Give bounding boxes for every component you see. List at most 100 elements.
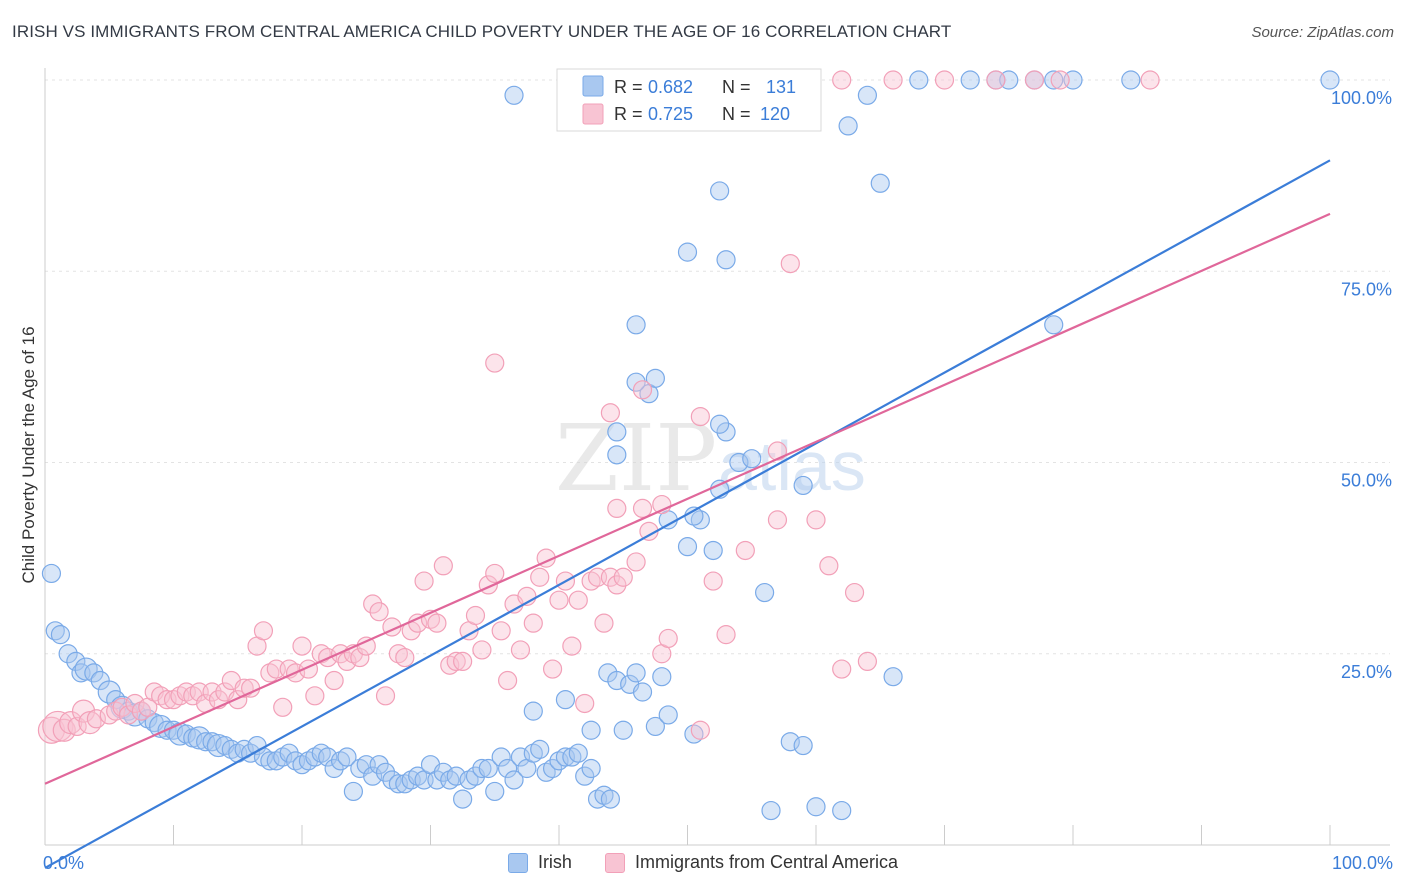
legend-n-value-2: 120 <box>760 104 790 124</box>
chart-source: Source: ZipAtlas.com <box>1251 24 1394 41</box>
legend-swatch-irish-bottom <box>507 852 528 873</box>
central-america-point <box>883 70 903 90</box>
central-america-point <box>542 659 563 679</box>
irish-point <box>388 774 408 794</box>
irish-point <box>433 762 453 782</box>
irish-point <box>613 720 633 740</box>
y-axis-label: Child Poverty Under the Age of 16 <box>19 326 38 583</box>
central-america-point <box>273 697 293 717</box>
watermark-atlas: atlas <box>718 427 866 505</box>
irish-point <box>742 449 762 469</box>
central-america-point <box>735 540 755 561</box>
irish-point <box>523 701 543 721</box>
central-america-point <box>613 567 633 587</box>
central-america-point <box>414 571 434 591</box>
irish-point <box>883 667 903 687</box>
central-america-point <box>37 716 66 744</box>
central-america-point <box>767 510 788 530</box>
irish-point <box>1044 315 1064 335</box>
irish-point <box>645 368 665 388</box>
legend-r-value-2: 0.725 <box>648 104 693 124</box>
central-america-point <box>607 575 627 595</box>
irish-point <box>677 242 698 262</box>
irish-point <box>363 766 383 786</box>
y-tick-label: 100.0% <box>1331 88 1392 108</box>
central-america-point <box>1050 70 1070 90</box>
irish-point <box>504 770 524 790</box>
central-america-point <box>690 720 710 740</box>
irish-point <box>324 758 344 779</box>
central-america-point <box>857 651 878 672</box>
legend-n-label-2: N = <box>722 104 751 124</box>
central-america-point <box>844 582 865 603</box>
central-america-point <box>465 605 486 626</box>
irish-point <box>581 758 601 779</box>
points-layer <box>37 70 1340 821</box>
central-america-point <box>568 590 588 610</box>
irish-point <box>806 797 826 817</box>
irish-point <box>710 414 730 434</box>
irish-point <box>607 445 627 465</box>
irish-point <box>568 743 588 763</box>
irish-point <box>66 651 86 672</box>
central-america-point <box>337 651 357 672</box>
irish-point <box>375 762 396 782</box>
irish-point <box>41 563 62 584</box>
central-america-point <box>433 556 453 576</box>
irish-point <box>542 758 563 779</box>
central-america-point <box>71 699 96 723</box>
irish-point <box>754 582 775 603</box>
ylabel-layer: Child Poverty Under the Age of 16 <box>19 326 38 583</box>
central-america-point <box>600 403 621 423</box>
central-america-point <box>626 552 646 572</box>
irish-point <box>960 70 980 90</box>
irish-point <box>1320 70 1340 90</box>
legend-label-irish: Irish <box>537 852 572 872</box>
central-america-point <box>832 659 852 679</box>
irish-point <box>658 705 678 725</box>
grid-layer <box>45 79 1390 655</box>
central-america-point <box>562 636 582 656</box>
irish-point <box>607 422 627 442</box>
irish-point <box>832 800 852 821</box>
irish-point <box>530 739 550 759</box>
irish-point <box>838 116 858 136</box>
central-america-point <box>1140 70 1160 90</box>
central-america-point <box>453 651 473 672</box>
central-america-point <box>118 705 139 725</box>
central-america-point <box>112 697 132 717</box>
irish-point <box>626 372 646 392</box>
irish-point <box>279 743 299 763</box>
legend-swatch-irish <box>582 75 604 97</box>
irish-point <box>453 789 473 809</box>
bottom-legend: Irish Immigrants from Central America <box>0 852 1406 878</box>
irish-point <box>58 644 78 664</box>
central-america-point <box>510 640 531 660</box>
irish-point <box>632 682 653 702</box>
irish-point <box>677 537 698 557</box>
irish-point <box>600 789 621 809</box>
central-america-point <box>292 636 312 656</box>
irish-point <box>472 758 492 779</box>
irish-point <box>780 732 800 752</box>
central-america-point <box>52 718 76 742</box>
central-america-point <box>716 625 736 645</box>
irish-point <box>729 452 749 473</box>
irish-point <box>793 475 813 496</box>
irish-point <box>555 747 576 767</box>
chart-title: IRISH VS IMMIGRANTS FROM CENTRAL AMERICA… <box>12 22 952 41</box>
x-tick-label-min: 0.0% <box>43 853 84 873</box>
irish-point <box>504 85 524 105</box>
irish-point <box>1044 70 1064 90</box>
legend-label-central-america: Immigrants from Central America <box>634 852 899 872</box>
y-tick-label: 50.0% <box>1341 471 1392 491</box>
irish-point <box>710 181 730 201</box>
central-america-point <box>427 613 447 633</box>
legend-n-label-1: N = <box>722 77 751 97</box>
central-america-point <box>324 670 344 691</box>
legend-r-label-2: R = <box>614 104 643 124</box>
irish-point <box>793 735 813 756</box>
irish-point <box>716 250 736 270</box>
stats-legend: R = 0.682 N = 131 R = 0.725 N = 120 <box>556 68 822 132</box>
